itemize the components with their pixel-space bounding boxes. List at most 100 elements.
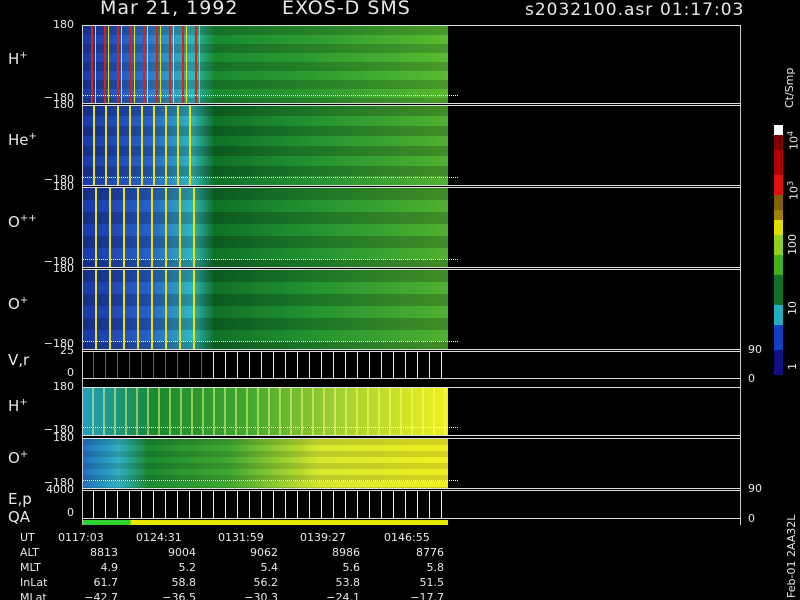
table-cell: 5.4 [260, 561, 279, 574]
table-cell: 0146:55 [384, 531, 430, 544]
y-tick-label: 4000 [46, 483, 74, 496]
y-tick-label: 180 [53, 262, 74, 275]
trace-line [83, 427, 458, 428]
trace-line [83, 177, 458, 178]
panel-border [82, 185, 740, 186]
right-tick-label: 0 [748, 372, 755, 385]
panel-border [82, 351, 740, 352]
colorbar-label-base: 10 [787, 136, 800, 150]
color-bar [774, 125, 783, 375]
title-date: Mar 21, 1992 [100, 0, 239, 19]
colorbar-label-exp: 4 [786, 130, 795, 136]
table-cell: 8776 [416, 546, 444, 559]
panel-border [82, 490, 740, 491]
panel-border [82, 267, 740, 268]
colorbar-label: 104 [786, 131, 800, 150]
y-tick-label: 0 [67, 506, 74, 519]
table-cell: 56.2 [253, 576, 279, 589]
table-cell: 61.7 [93, 576, 119, 589]
panel-label-charge: + [19, 449, 29, 460]
panel-border [82, 438, 740, 439]
table-cell: 9004 [168, 546, 196, 559]
panel-border [82, 387, 740, 388]
spectrogram [83, 188, 448, 267]
y-tick-label: 0 [67, 366, 74, 379]
panel-label: E,p [8, 490, 32, 508]
table-cell: 9062 [250, 546, 278, 559]
panel-border [82, 518, 740, 519]
table-cell: −42.7 [84, 591, 118, 600]
row-header: ALT [20, 546, 39, 559]
table-cell: 0139:27 [300, 531, 346, 544]
row-header: MLT [20, 561, 41, 574]
panel-label-text: H [8, 397, 20, 415]
table-cell: −36.5 [162, 591, 196, 600]
y-tick-label: −180 [43, 476, 74, 489]
panel-label: He+ [8, 131, 37, 149]
table-cell: 5.8 [426, 561, 445, 574]
panel-label-text: O [8, 449, 20, 467]
colorbar-label-base: 10 [786, 301, 799, 315]
colorbar-label: 1 [786, 363, 799, 370]
panel-label: O++ [8, 213, 37, 231]
table-cell: −30.3 [244, 591, 278, 600]
panel-border [82, 435, 740, 436]
y-tick-label: −180 [43, 255, 74, 268]
panel-border [82, 488, 740, 489]
panel-border [82, 25, 740, 26]
spectrogram [83, 106, 448, 185]
panel-label-text: V,r [8, 350, 30, 369]
y-tick-label: −180 [43, 337, 74, 350]
right-tick-label: 90 [748, 343, 762, 356]
panel-label-charge: + [19, 50, 28, 61]
table-cell: −24.1 [326, 591, 360, 600]
y-tick-label: 180 [53, 98, 74, 111]
table-cell: −17.7 [410, 591, 444, 600]
panel-border [82, 187, 740, 188]
y-tick-label: −180 [43, 91, 74, 104]
file-time: 01:17:03 [660, 0, 745, 20]
panel-label-text: E,p [8, 490, 32, 508]
panel-border [82, 269, 740, 270]
title-instrument: EXOS-D SMS [282, 0, 411, 19]
row-header: UT [20, 531, 35, 544]
right-axis [740, 25, 741, 525]
panel-border [82, 103, 740, 104]
panel-border [82, 378, 740, 379]
panel-label: H+ [8, 397, 28, 415]
footer-code: Feb-01 2AA32L [785, 514, 798, 598]
y-tick-label: 180 [53, 180, 74, 193]
table-cell: 53.8 [335, 576, 361, 589]
table-cell: 0131:59 [218, 531, 264, 544]
table-cell: 0117:03 [58, 531, 104, 544]
table-cell: 58.8 [171, 576, 197, 589]
y-tick-label: −180 [43, 423, 74, 436]
y-tick-label: 180 [53, 18, 74, 31]
panel-label-charge: ++ [19, 213, 37, 224]
panel-border [82, 105, 740, 106]
spectrogram [83, 270, 448, 349]
spectrogram [83, 491, 448, 518]
trace-line [83, 95, 458, 96]
table-cell: 5.6 [342, 561, 361, 574]
panel-label-text: He [8, 131, 29, 149]
colorbar-unit: Ct/Smp [783, 67, 796, 108]
trace-line [83, 480, 458, 481]
row-header: InLat [20, 576, 48, 589]
table-cell: 8986 [332, 546, 360, 559]
table-cell: 5.2 [178, 561, 197, 574]
spectrogram [83, 352, 448, 378]
panel-label: O+ [8, 295, 28, 313]
table-cell: 4.9 [100, 561, 119, 574]
y-tick-label: 180 [53, 431, 74, 444]
panel-label-charge: + [19, 295, 29, 306]
colorbar-label-base: 100 [786, 234, 799, 255]
spectrogram [83, 26, 448, 103]
table-cell: 8813 [90, 546, 118, 559]
panel-label-text: O [8, 213, 20, 231]
colorbar-label: 103 [786, 181, 800, 200]
panel-label: H+ [8, 50, 28, 68]
y-tick-label: 180 [53, 380, 74, 393]
panel-label-text: H [8, 50, 20, 68]
